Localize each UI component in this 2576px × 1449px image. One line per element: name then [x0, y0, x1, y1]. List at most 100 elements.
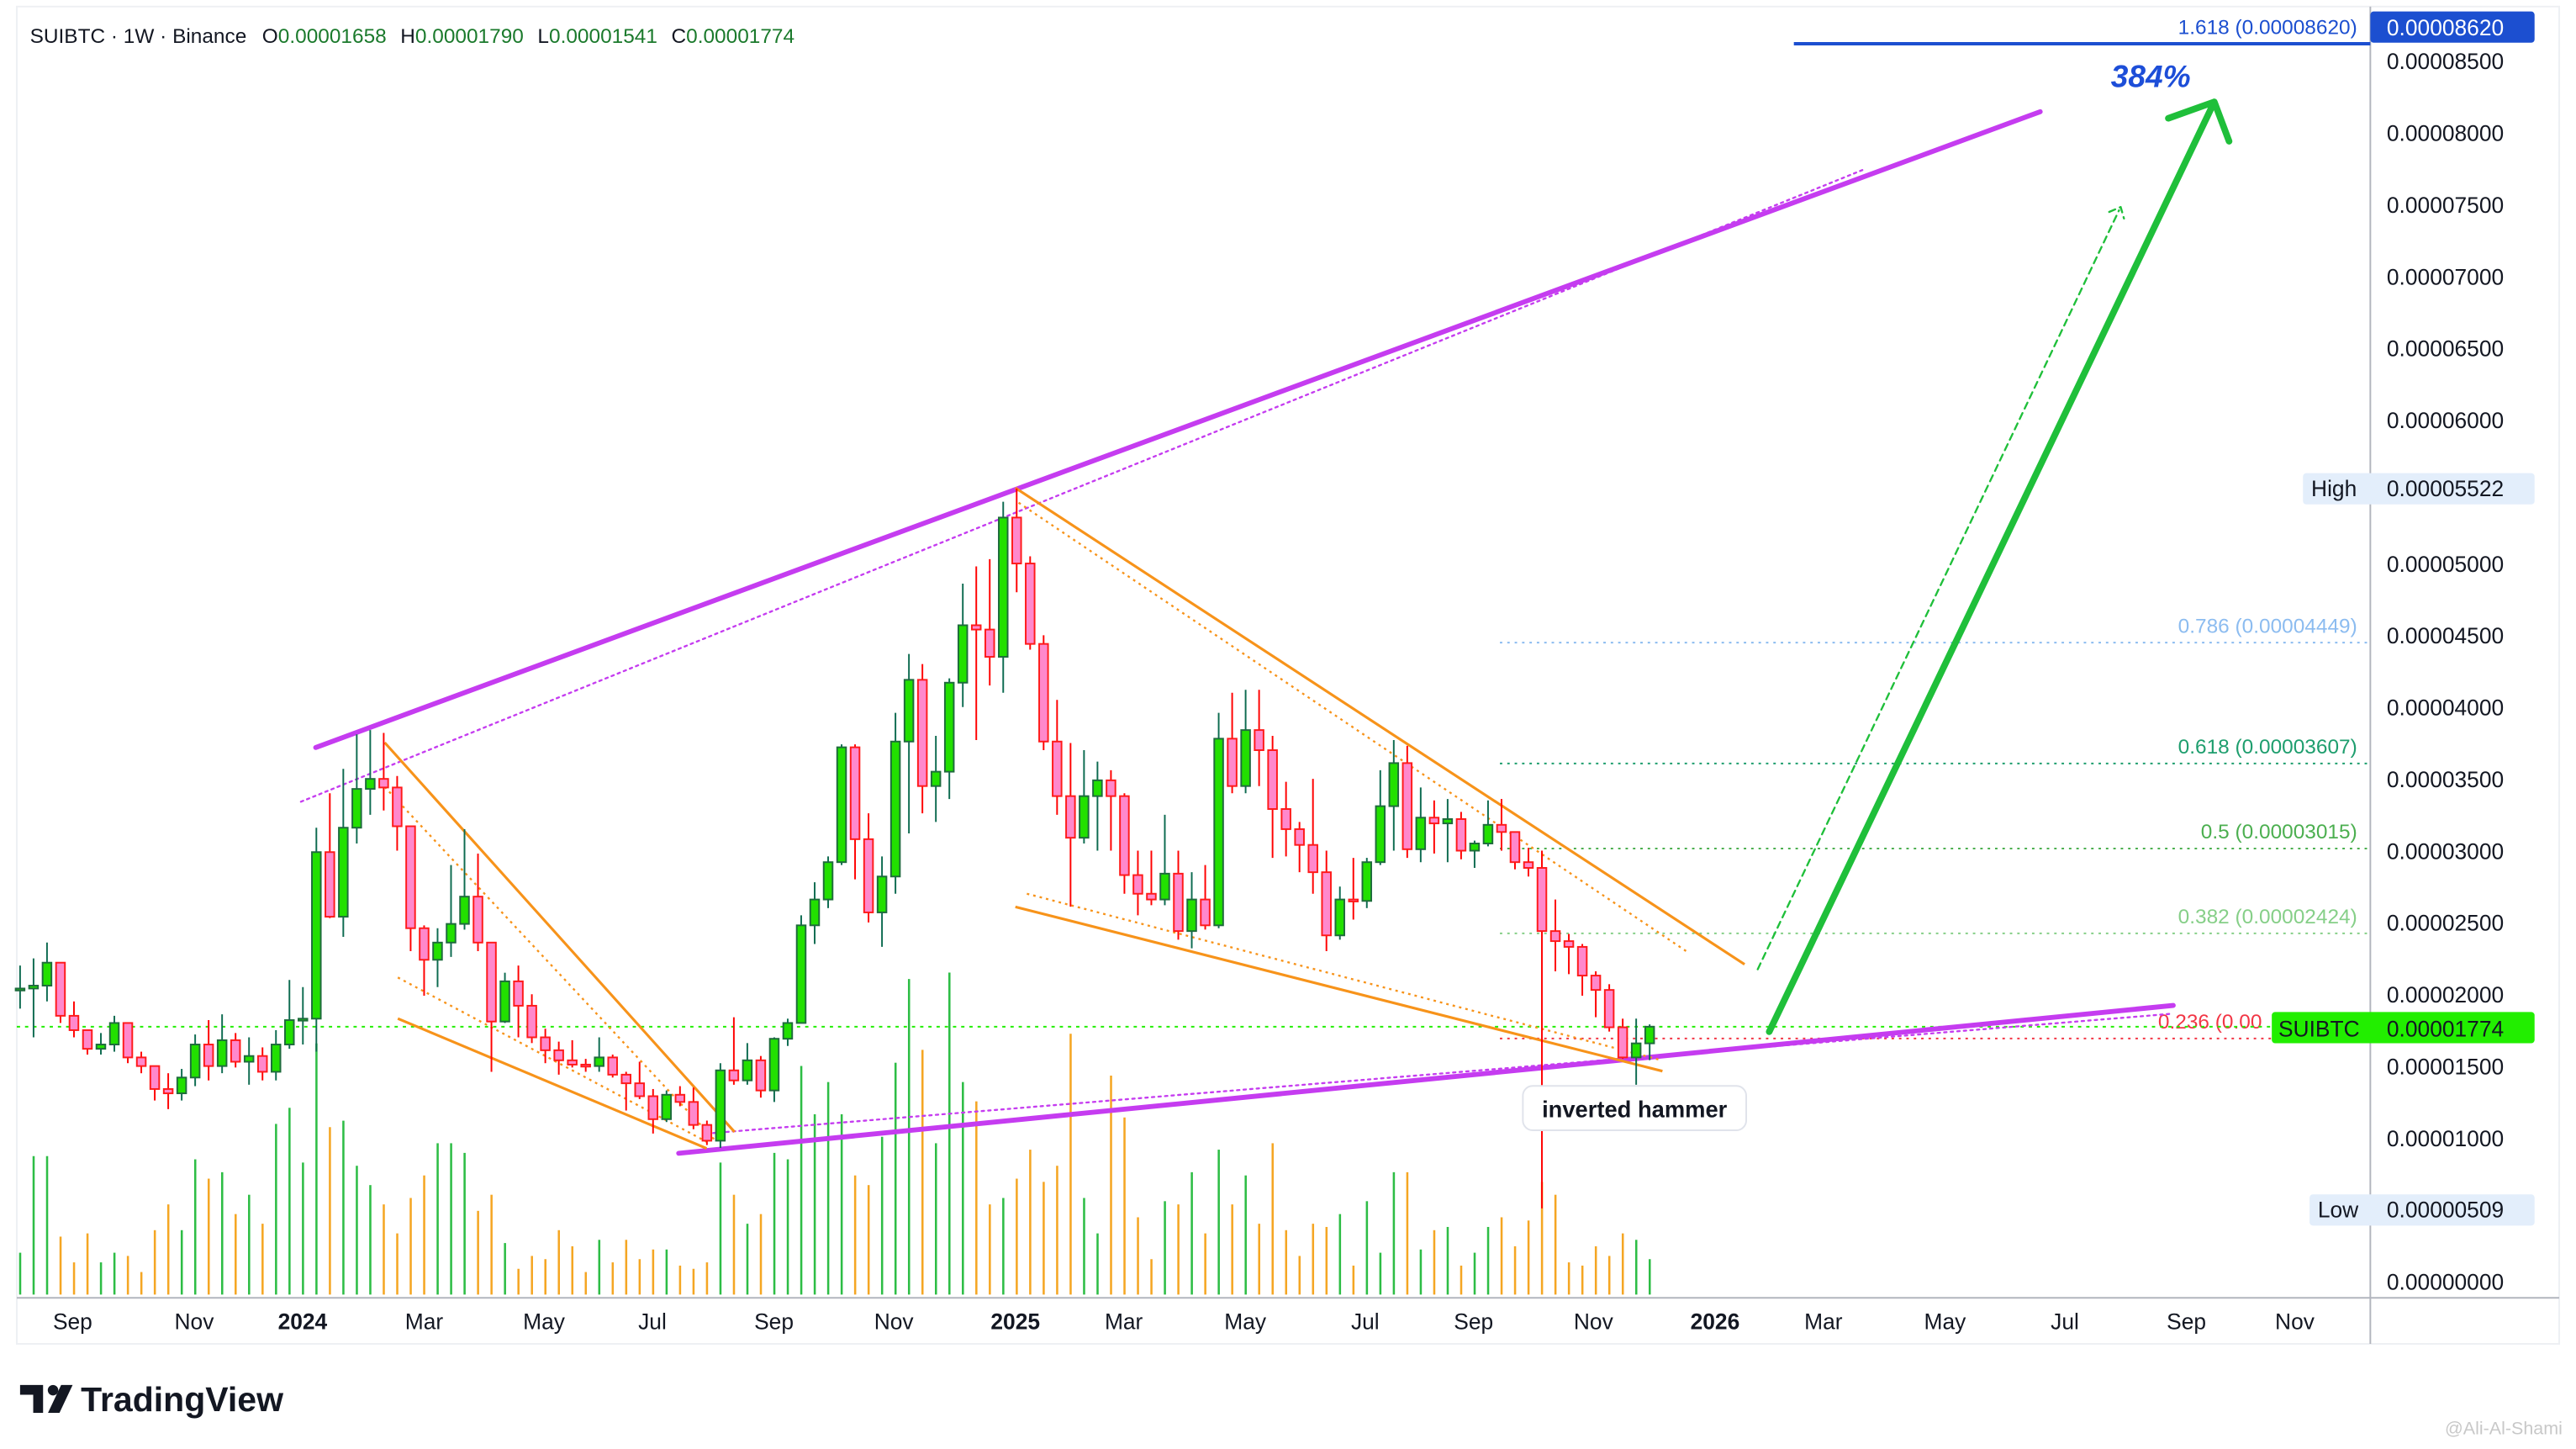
volume-bar — [140, 1272, 143, 1295]
volume-bar — [1473, 1252, 1476, 1295]
candle-body — [325, 851, 335, 918]
channel-upper-dotted[interactable] — [299, 168, 1866, 803]
volume-bar — [517, 1268, 520, 1295]
candle — [647, 1088, 659, 1134]
pattern-callout[interactable]: inverted hammer — [1522, 1085, 1748, 1131]
dashed-projection-arrow[interactable] — [1756, 205, 2125, 970]
volume-bar — [1634, 1240, 1638, 1295]
open-value: 0.00001658 — [278, 25, 387, 48]
volume-bar — [652, 1249, 655, 1295]
volume-bar — [153, 1230, 156, 1295]
candle — [1186, 872, 1197, 949]
candle-body — [1106, 779, 1116, 797]
candle-body — [1617, 1026, 1628, 1059]
candle — [1065, 743, 1076, 907]
candle-body — [256, 1055, 268, 1073]
volume-bar — [1164, 1201, 1166, 1295]
time-tick-label: Nov — [175, 1309, 215, 1334]
volume-bar — [598, 1240, 601, 1295]
candle — [1563, 933, 1575, 975]
time-tick-label: Sep — [1454, 1309, 1493, 1334]
candle-body — [647, 1095, 659, 1120]
fib-extension[interactable]: 1.618 (0.00008620) 0.786 (0.00004449) 0.61… — [1500, 16, 2371, 1039]
volume-bar — [921, 1050, 924, 1295]
candle-body — [903, 679, 915, 743]
channel-upper-line[interactable] — [313, 108, 2043, 750]
candle-body — [446, 923, 457, 944]
candle-body — [55, 961, 66, 1017]
wedge1-lower-line[interactable] — [397, 1017, 708, 1150]
candle — [82, 1029, 93, 1055]
candle-body — [108, 1022, 120, 1046]
volume-bar — [166, 1204, 170, 1295]
time-tick-label: 2024 — [278, 1309, 328, 1334]
wedge2-upper-line[interactable] — [1014, 486, 1745, 966]
candle-body — [1321, 871, 1332, 937]
channel-lower-line[interactable] — [676, 1002, 2176, 1156]
channel-lower-dotted[interactable] — [705, 1013, 2175, 1135]
volume-bar — [288, 1108, 291, 1295]
time-tick-label: Mar — [1105, 1309, 1143, 1334]
price-tick-label: 0.00002500 — [2387, 911, 2504, 936]
volume-bar — [705, 1262, 709, 1295]
candle — [1106, 769, 1116, 851]
callout-text: inverted hammer — [1542, 1096, 1728, 1122]
volume-bar — [531, 1256, 533, 1295]
fib-level-label: 0.382 (0.00002424) — [2178, 906, 2357, 928]
candle — [176, 1069, 187, 1101]
low-tag-bg — [2309, 1194, 2535, 1226]
candle-body — [863, 838, 874, 913]
price-axis[interactable]: 0.00000000 0.00001000 0.00001500 0.00002000… — [2387, 49, 2504, 1294]
volume-bar — [1312, 1224, 1315, 1295]
candle — [1536, 850, 1548, 1208]
volume-bar — [342, 1120, 345, 1295]
candle — [1549, 899, 1561, 971]
candle — [149, 1065, 161, 1101]
tradingview-logo[interactable]: TradingView — [19, 1380, 283, 1419]
candle — [1254, 690, 1264, 786]
arrow-up-icon[interactable] — [1766, 98, 2233, 1035]
candle — [1401, 745, 1413, 859]
volume-bar — [1352, 1265, 1355, 1295]
candle — [1442, 799, 1454, 863]
volume-bar — [571, 1245, 574, 1295]
tradingview-logo-icon — [19, 1384, 73, 1414]
candle — [634, 1061, 646, 1099]
candle — [809, 882, 821, 944]
volume-bar — [544, 1259, 546, 1295]
drawings[interactable] — [299, 108, 2176, 1156]
projection-arrow[interactable] — [1756, 98, 2233, 1035]
volume-bar — [409, 1198, 412, 1295]
candle — [849, 744, 861, 880]
price-tick-label: 0.00002000 — [2387, 982, 2504, 1007]
candle-body — [122, 1022, 134, 1059]
symbol-legend[interactable]: SUIBTC · 1W · Binance O0.00001658 H0.000… — [30, 25, 794, 48]
candle — [1496, 799, 1507, 851]
volume-bar — [1123, 1117, 1126, 1295]
wedge2-lower-line[interactable] — [1015, 905, 1663, 1073]
volume-bar — [880, 1136, 884, 1295]
wedge1-upper-line[interactable] — [383, 741, 736, 1134]
candle — [1119, 793, 1130, 894]
candle — [889, 712, 901, 894]
candle — [1159, 814, 1170, 906]
wedge1-upper-dotted[interactable] — [383, 785, 716, 1141]
volume-bar — [584, 1272, 588, 1295]
candle-body — [216, 1039, 228, 1067]
candle-body — [1644, 1025, 1655, 1044]
volume-bar — [1433, 1230, 1436, 1295]
time-axis[interactable]: Sep Nov 2024 Mar May Jul Sep Nov 2025 Mar May Jul Se… — [53, 1309, 2315, 1334]
candle — [486, 941, 497, 1072]
fib-level-label: 0.5 (0.00003015) — [2201, 821, 2357, 843]
time-tick-label: 2025 — [990, 1309, 1040, 1334]
candle-body — [594, 1056, 604, 1067]
candle — [768, 1037, 780, 1103]
volume-bar — [1029, 1150, 1032, 1295]
candle — [1334, 886, 1345, 940]
volume-bar — [1379, 1252, 1382, 1295]
candle-body — [1388, 762, 1400, 807]
volume-bar — [18, 1252, 22, 1295]
volume-bar — [72, 1262, 76, 1295]
fib-level-label: 0.618 (0.00003607) — [2178, 736, 2357, 759]
